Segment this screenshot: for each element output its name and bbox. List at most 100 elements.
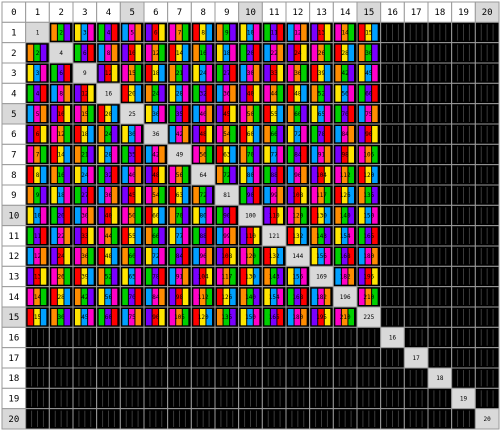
grid-cell-label: 168 <box>340 253 351 260</box>
grid-cell <box>238 367 263 389</box>
grid-cell-label: 132 <box>292 233 303 240</box>
grid-cell: 24 <box>72 164 98 186</box>
grid-cell: 156 <box>309 245 334 267</box>
grid-cell-label: 7 <box>178 30 182 37</box>
grid-cell-label: 140 <box>340 213 351 220</box>
grid-cell-label: 144 <box>292 253 303 260</box>
grid-cell-label: 18 <box>436 375 444 382</box>
grid-cell-label: 121 <box>269 233 280 240</box>
grid-cell <box>261 347 287 369</box>
grid-cell-label: 24 <box>105 131 113 138</box>
grid-cell <box>380 123 405 145</box>
grid-cell <box>285 367 311 389</box>
grid-cell: 80 <box>190 204 216 227</box>
grid-cell-label: 12 <box>34 253 42 260</box>
grid-cell: 90 <box>214 204 240 227</box>
column-header-label: 14 <box>340 8 351 18</box>
grid-cell: 21 <box>72 143 98 166</box>
grid-cell: 112 <box>332 164 358 186</box>
grid-cell: 195 <box>356 265 382 288</box>
grid-cell <box>48 326 74 349</box>
column-header-label: 4 <box>106 8 111 18</box>
grid-cell-label: 30 <box>58 314 66 321</box>
grid-cell-label: 15 <box>34 314 42 321</box>
grid-cell: 182 <box>309 286 334 308</box>
grid-cell: 105 <box>167 306 192 328</box>
grid-cell: 45 <box>72 306 98 328</box>
grid-cell-label: 140 <box>245 294 256 301</box>
grid-cell-label: 77 <box>176 233 184 240</box>
grid-cell: 90 <box>143 306 169 328</box>
grid-cell <box>72 326 98 349</box>
grid-cell: 35 <box>119 143 145 166</box>
grid-cell: 154 <box>332 225 358 247</box>
row-header-label: 18 <box>8 374 19 384</box>
grid-cell <box>143 347 169 369</box>
grid-cell: 10 <box>119 42 145 64</box>
grid-cell-label: 90 <box>247 192 255 199</box>
row-header-label: 4 <box>11 90 16 100</box>
grid-cell-label: 20 <box>484 416 492 423</box>
grid-cell: 54 <box>214 123 240 145</box>
grid-cell-label: 20 <box>129 91 137 98</box>
grid-cell: 210 <box>356 286 382 308</box>
grid-cell-label: 104 <box>316 172 327 179</box>
grid-cell-label: 24 <box>81 172 89 179</box>
grid-cell: 60 <box>143 204 169 227</box>
grid-cell-label: 72 <box>223 172 231 179</box>
grid-cell <box>427 286 453 308</box>
grid-cell-label: 105 <box>363 152 374 159</box>
grid-cell-label: 78 <box>318 131 326 138</box>
grid-cell: 45 <box>356 62 382 84</box>
row-header-label: 17 <box>8 354 19 364</box>
grid-cell: 168 <box>332 245 358 267</box>
grid-cell <box>119 326 145 349</box>
grid-cell <box>25 367 50 389</box>
grid-cell: 70 <box>332 103 358 125</box>
grid-cell-label: 20 <box>105 111 113 118</box>
grid-cell <box>332 347 358 369</box>
grid-cell: 156 <box>285 265 311 288</box>
grid-cell <box>96 387 121 410</box>
grid-cell: 24 <box>285 42 311 64</box>
grid-cell-label: 56 <box>176 172 184 179</box>
grid-cell-label: 66 <box>271 131 279 138</box>
grid-cell-label: 96 <box>294 172 302 179</box>
grid-cell: 28 <box>96 143 121 166</box>
grid-cell-label: 210 <box>363 294 374 301</box>
grid-cell <box>427 184 453 206</box>
grid-cell: 65 <box>119 265 145 288</box>
grid-cell: 48 <box>285 82 311 105</box>
grid-cell: 28 <box>167 82 192 105</box>
row-header-label: 5 <box>11 110 16 120</box>
grid-cell: 117 <box>309 184 334 206</box>
column-header-label: 6 <box>153 8 158 18</box>
grid-cell: 45 <box>119 184 145 206</box>
grid-cell-label: 14 <box>176 50 184 57</box>
grid-cell <box>427 143 453 166</box>
grid-cell <box>190 408 216 430</box>
grid-cell-label: 60 <box>129 253 137 260</box>
grid-cell-label: 130 <box>245 274 256 281</box>
grid-cell-label: 27 <box>81 192 89 199</box>
grid-cell: 48 <box>96 245 121 267</box>
grid-cell: 132 <box>285 225 311 247</box>
grid-cell <box>451 21 476 44</box>
grid-cell: 10 <box>48 103 74 125</box>
grid-cell <box>214 326 240 349</box>
grid-cell <box>474 245 500 267</box>
grid-cell-label: 36 <box>81 253 89 260</box>
column-header-label: 10 <box>245 8 256 18</box>
grid-cell: 40 <box>190 103 216 125</box>
grid-cell <box>474 204 500 227</box>
column-header-label: 13 <box>316 8 327 18</box>
column-header-label: 2 <box>58 8 63 18</box>
grid-cell-label: 42 <box>81 294 89 301</box>
grid-cell <box>356 387 382 410</box>
grid-cell <box>427 164 453 186</box>
grid-cell-label: 56 <box>342 91 350 98</box>
grid-cell <box>451 143 476 166</box>
grid-cell: 30 <box>48 306 74 328</box>
grid-cell-label: 135 <box>221 314 232 321</box>
